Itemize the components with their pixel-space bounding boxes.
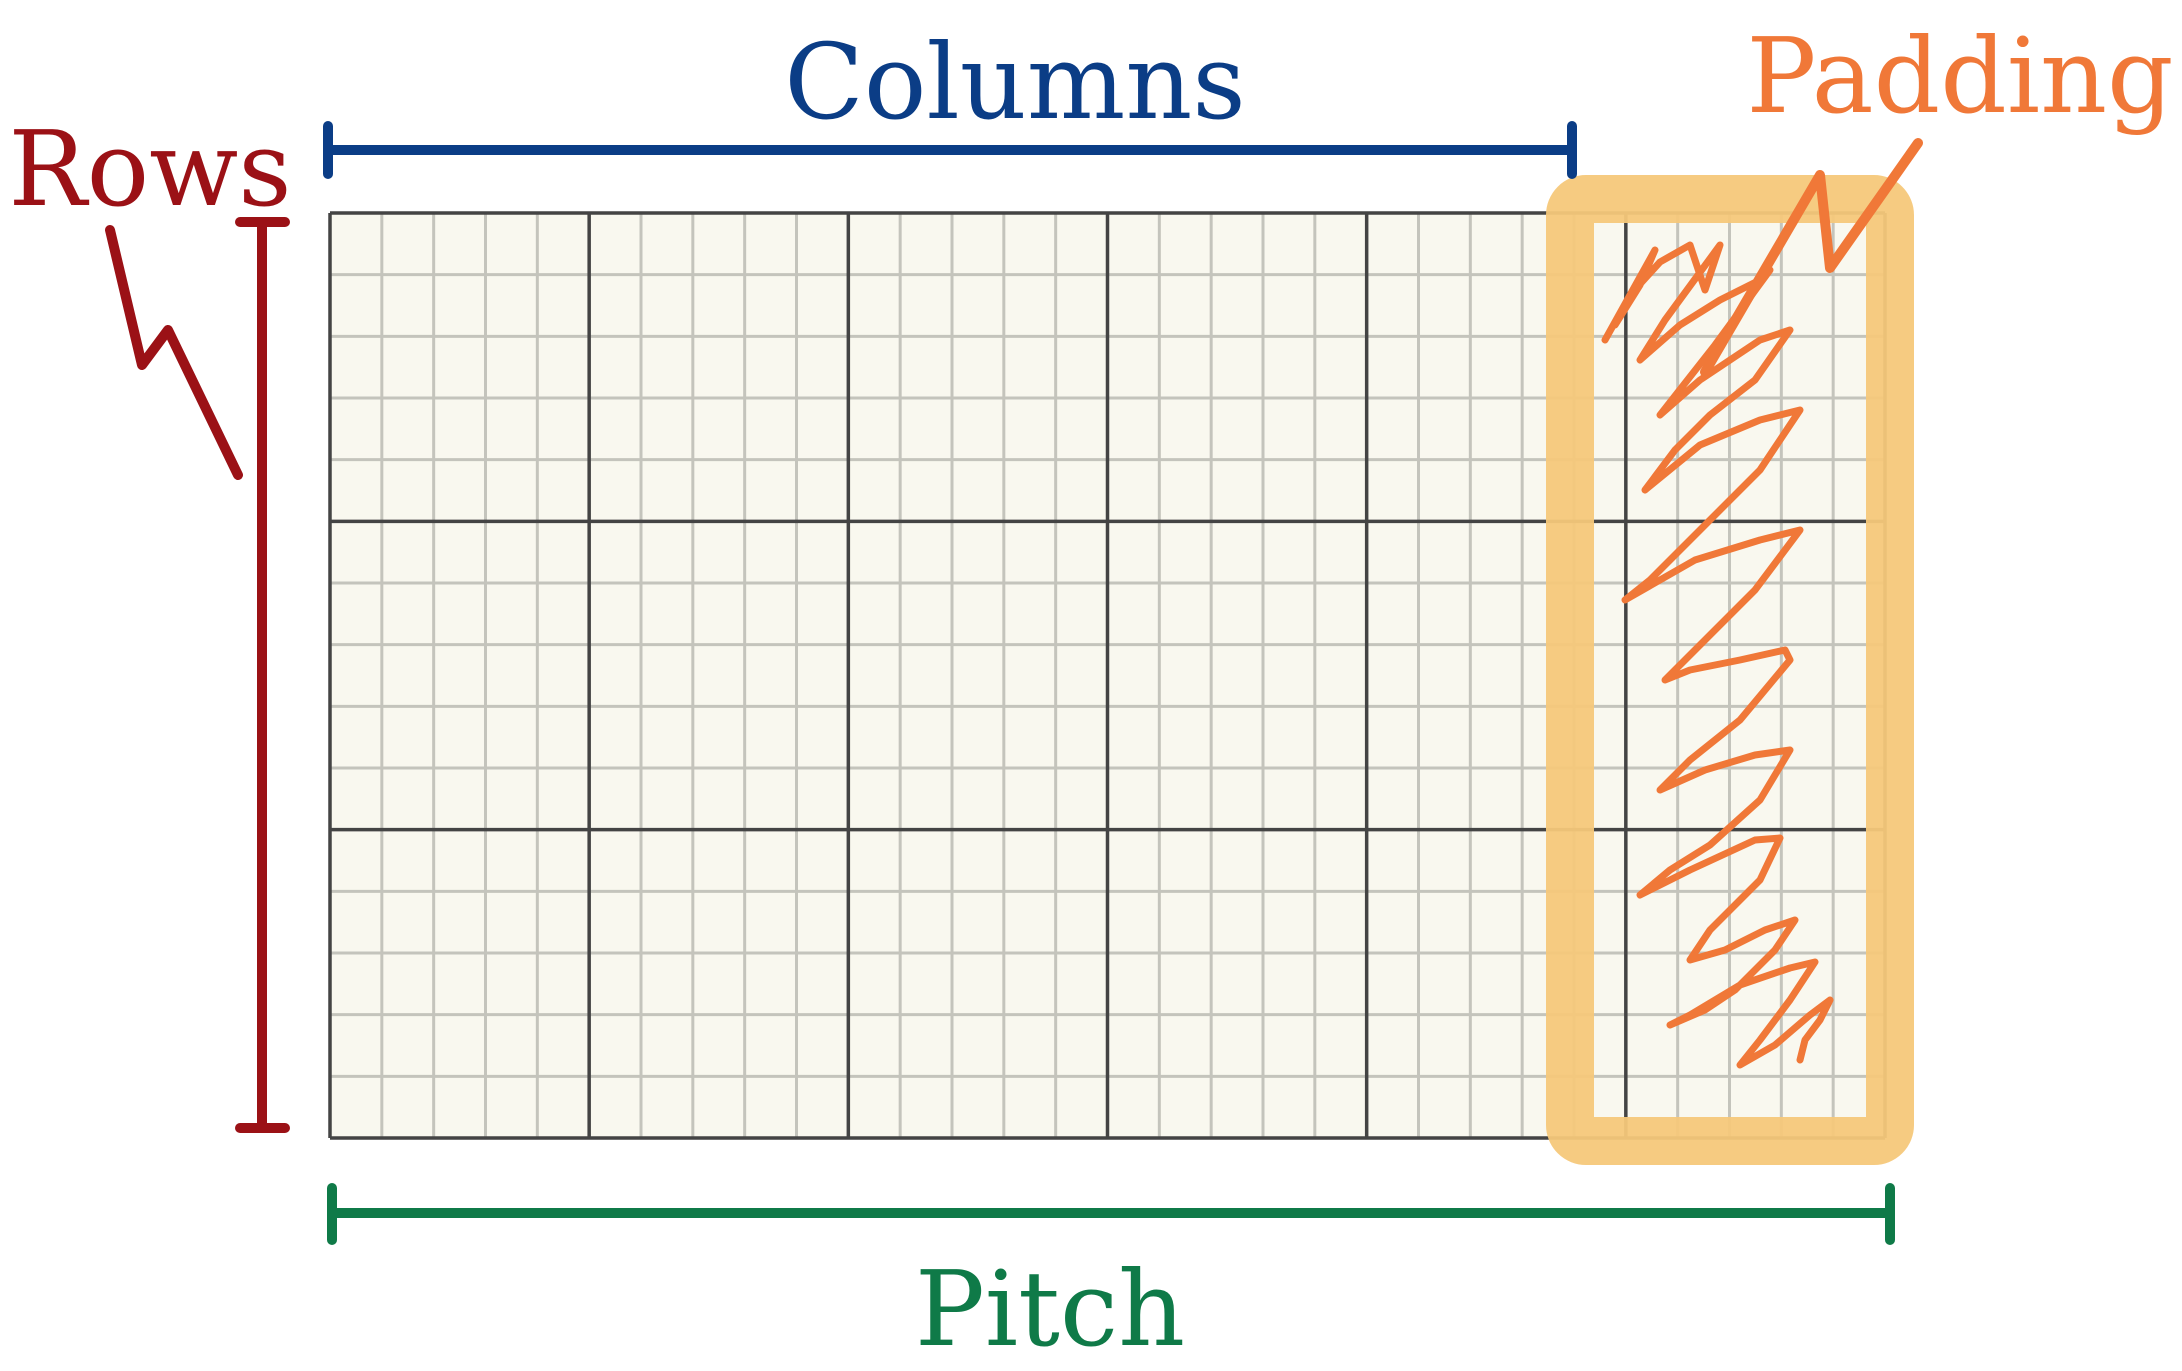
padding-label: Padding xyxy=(1746,15,2173,137)
pitch-label: Pitch xyxy=(915,1248,1185,1370)
columns-label: Columns xyxy=(784,21,1245,143)
pitch-bracket xyxy=(327,1183,1895,1245)
padding-scribble xyxy=(1601,241,1834,1069)
rows-pointer-arrow xyxy=(105,225,243,480)
rows-bracket xyxy=(235,217,290,1133)
rows-label: Rows xyxy=(8,108,291,230)
padding-pointer-arrow xyxy=(1700,138,1923,377)
columns-bracket xyxy=(323,121,1577,179)
padding-region-highlight xyxy=(1546,175,1914,1165)
